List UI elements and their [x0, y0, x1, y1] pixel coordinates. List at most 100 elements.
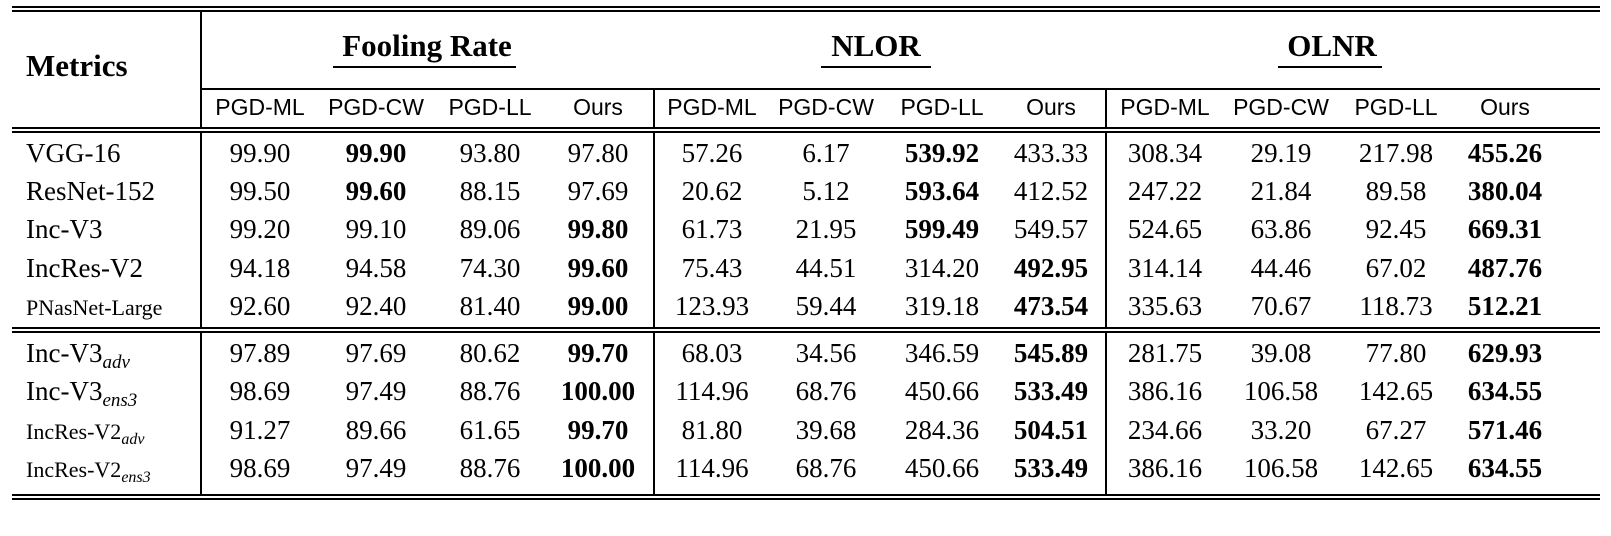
subheader-pgd-ll: PGD-LL	[900, 94, 984, 120]
subheader-pgd-ml: PGD-ML	[667, 94, 757, 120]
row-label: Inc-V3adv	[26, 340, 130, 373]
table-cell: 44.46	[1250, 253, 1312, 283]
table-cell: 386.16	[1127, 453, 1203, 483]
column-divider	[653, 88, 655, 129]
row-label: Inc-V3	[26, 216, 102, 243]
table-cell: 21.95	[795, 214, 857, 244]
model-subscript: ens3	[102, 390, 138, 411]
table-cell: 97.49	[345, 376, 407, 406]
table-cell: 114.96	[675, 376, 749, 406]
table-cell: 81.80	[681, 415, 743, 445]
table-cell: 34.56	[795, 338, 857, 368]
model-name: ResNet-152	[26, 176, 155, 206]
row-label: IncRes-V2adv	[26, 421, 144, 448]
header-bottom-rule-2	[12, 131, 1600, 133]
row-label: VGG-16	[26, 140, 121, 167]
subheader-pgd-ml: PGD-ML	[215, 94, 305, 120]
table-cell: 98.69	[229, 453, 291, 483]
table-cell: 99.50	[229, 176, 291, 206]
table-cell: 97.80	[567, 138, 629, 168]
table-cell: 97.89	[229, 338, 291, 368]
table-cell: 81.40	[459, 291, 521, 321]
table-cell: 412.52	[1013, 176, 1089, 206]
table-cell: 74.30	[459, 253, 521, 283]
table-cell: 91.27	[229, 415, 291, 445]
table-cell: 545.89	[1013, 338, 1089, 368]
table-cell: 593.64	[904, 176, 980, 206]
table-cell: 634.55	[1467, 376, 1543, 406]
group-underline	[1278, 66, 1382, 68]
column-divider	[1105, 88, 1107, 129]
table-cell: 70.67	[1250, 291, 1312, 321]
row-label: ResNet-152	[26, 178, 155, 205]
column-divider	[1105, 333, 1107, 494]
bottom-rule	[12, 494, 1600, 496]
table-cell: 67.27	[1365, 415, 1427, 445]
table-cell: 77.80	[1365, 338, 1427, 368]
table-cell: 68.03	[681, 338, 743, 368]
subheader-pgd-cw: PGD-CW	[1233, 94, 1329, 120]
table-cell: 142.65	[1358, 453, 1434, 483]
table-cell: 39.08	[1250, 338, 1312, 368]
table-cell: 314.14	[1127, 253, 1203, 283]
column-divider	[200, 10, 202, 129]
model-name: Inc-V3	[26, 376, 103, 406]
bottom-rule-2	[12, 498, 1600, 500]
table-cell: 217.98	[1358, 138, 1434, 168]
row-label: PNasNet-Large	[26, 297, 162, 319]
table-cell: 533.49	[1013, 453, 1089, 483]
table-cell: 99.10	[345, 214, 407, 244]
table-cell: 599.49	[904, 214, 980, 244]
table-cell: 281.75	[1127, 338, 1203, 368]
table-cell: 571.46	[1467, 415, 1543, 445]
model-name: Inc-V3	[26, 214, 103, 244]
section-rule-2	[12, 331, 1600, 333]
subheader-rule	[200, 88, 1600, 90]
group-underline	[821, 66, 931, 68]
column-divider	[653, 133, 655, 327]
table-cell: 92.40	[345, 291, 407, 321]
table-cell: 380.04	[1467, 176, 1543, 206]
table-cell: 92.60	[229, 291, 291, 321]
table-cell: 99.90	[345, 138, 407, 168]
table-cell: 308.34	[1127, 138, 1203, 168]
table-cell: 142.65	[1358, 376, 1434, 406]
table-cell: 63.86	[1250, 214, 1312, 244]
table-cell: 234.66	[1127, 415, 1203, 445]
table-cell: 99.90	[229, 138, 291, 168]
table-cell: 634.55	[1467, 453, 1543, 483]
metrics-header: Metrics	[26, 48, 128, 83]
table-cell: 21.84	[1250, 176, 1312, 206]
table-cell: 100.00	[560, 453, 636, 483]
table-cell: 97.49	[345, 453, 407, 483]
table-cell: 98.69	[229, 376, 291, 406]
table-cell: 106.58	[1243, 376, 1319, 406]
subheader-pgd-cw: PGD-CW	[328, 94, 424, 120]
table-cell: 99.60	[567, 253, 629, 283]
table-cell: 118.73	[1359, 291, 1433, 321]
group-title-fooling-rate: Fooling Rate	[342, 28, 512, 63]
column-divider	[1105, 133, 1107, 327]
table-cell: 61.73	[681, 214, 743, 244]
table-cell: 88.15	[459, 176, 521, 206]
table-cell: 524.65	[1127, 214, 1203, 244]
table-cell: 284.36	[904, 415, 980, 445]
table-cell: 39.68	[795, 415, 857, 445]
table-cell: 97.69	[567, 176, 629, 206]
group-underline	[333, 66, 516, 68]
table-cell: 473.54	[1013, 291, 1089, 321]
table-cell: 99.20	[229, 214, 291, 244]
table-cell: 20.62	[681, 176, 743, 206]
model-subscript: ens3	[121, 469, 151, 486]
table-cell: 29.19	[1250, 138, 1312, 168]
model-subscript: adv	[102, 352, 130, 373]
table-cell: 335.63	[1127, 291, 1203, 321]
subheader-pgd-cw: PGD-CW	[778, 94, 874, 120]
top-rule	[12, 6, 1600, 8]
group-title-olnr: OLNR	[1287, 28, 1377, 63]
table-cell: 114.96	[675, 453, 749, 483]
table-cell: 492.95	[1013, 253, 1089, 283]
table-cell: 433.33	[1013, 138, 1089, 168]
table-cell: 247.22	[1127, 176, 1203, 206]
subheader-pgd-ll: PGD-LL	[448, 94, 532, 120]
